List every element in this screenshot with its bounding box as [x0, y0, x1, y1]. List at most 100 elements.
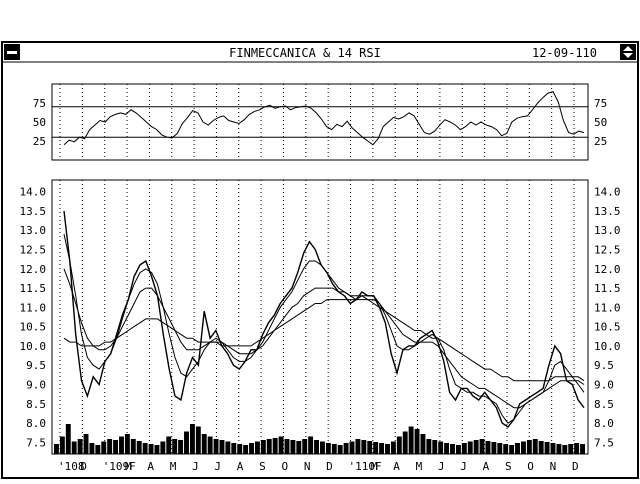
volume-bar: [574, 443, 580, 454]
volume-bar: [278, 436, 284, 454]
arrow-up-icon: [623, 46, 633, 51]
price-tick-label-left: 12.0: [20, 263, 47, 276]
rsi-grid: [52, 84, 588, 160]
price-tick-label-left: 7.5: [26, 436, 46, 449]
price-tick-label-right: 10.5: [594, 321, 621, 334]
volume-bar: [154, 445, 160, 454]
price-tick-label-left: 10.5: [20, 321, 47, 334]
x-tick-label: '109F: [103, 460, 136, 473]
volume-bar: [231, 443, 237, 454]
volume-bar: [414, 429, 420, 454]
x-tick-label: A: [483, 460, 490, 473]
volume-bar: [290, 440, 296, 454]
price-tick-label-right: 13.5: [594, 205, 621, 218]
volume-bar: [254, 441, 260, 454]
price-tick-label-right: 8.0: [594, 417, 614, 430]
volume-bar: [526, 440, 532, 454]
volume-bar: [491, 442, 497, 454]
volume-bar: [237, 444, 243, 454]
volume-bar: [515, 443, 520, 454]
x-tick-label: S: [259, 460, 266, 473]
x-tick-label: J: [460, 460, 467, 473]
volume-bar: [331, 444, 337, 454]
price-tick-label-left: 12.5: [20, 243, 47, 256]
x-tick-label: N: [304, 460, 311, 473]
x-tick-label: M: [170, 460, 177, 473]
volume-bar: [562, 445, 568, 454]
volume-bar: [556, 444, 562, 454]
volume-bar: [77, 439, 83, 454]
rsi-plot: [63, 91, 585, 146]
volume-bar: [343, 443, 349, 454]
volume-bar: [83, 434, 89, 454]
volume-bar: [367, 441, 373, 454]
volume-bar: [243, 445, 249, 454]
scroll-button-box[interactable]: [620, 44, 636, 60]
volume-bar: [444, 443, 450, 454]
x-tick-label: N: [550, 460, 557, 473]
volume-bar: [520, 441, 526, 454]
price-tick-label-left: 11.0: [20, 301, 47, 314]
volume-bar: [497, 443, 503, 454]
volume-bar: [136, 441, 142, 454]
minus-icon: [7, 51, 17, 54]
series-moving-average-medium: [63, 268, 585, 409]
scroll-button[interactable]: [620, 44, 636, 60]
volume-bar: [302, 439, 308, 454]
volume-bar: [195, 426, 201, 454]
rsi-panel-frame: [51, 83, 589, 161]
volume-bar: [396, 436, 402, 454]
window-title: FINMECCANICA & 14 RSI: [229, 46, 381, 60]
arrow-down-icon: [623, 53, 633, 58]
volume-bar: [455, 445, 461, 454]
volume-bar: [172, 439, 178, 454]
volume-bar: [402, 431, 408, 454]
volume-bar: [213, 439, 219, 454]
x-tick-label: J: [192, 460, 199, 473]
volume-bar: [59, 436, 65, 454]
volume-bar: [113, 440, 119, 454]
price-tick-label-right: 12.0: [594, 263, 621, 276]
price-tick-label-right: 7.5: [594, 436, 614, 449]
price-tick-label-left: 14.0: [20, 186, 47, 199]
rsi-tick-label-right: 25: [594, 135, 607, 148]
volume-bar: [119, 436, 124, 454]
volume-bar: [450, 444, 455, 454]
series-moving-average-short: [63, 233, 585, 424]
volume-bar: [544, 442, 550, 454]
x-tick-label: M: [416, 460, 423, 473]
volume-bar: [385, 444, 390, 454]
price-tick-label-left: 8.5: [26, 398, 46, 411]
price-tick-label-right: 9.5: [594, 359, 614, 372]
volume-bar: [189, 424, 195, 454]
volume-bar: [349, 441, 355, 454]
series-moving-average-long: [63, 299, 585, 382]
price-tick-label-right: 11.5: [594, 282, 621, 295]
volume-bar: [473, 440, 479, 454]
x-tick-label: D: [80, 460, 87, 473]
close-button[interactable]: [4, 44, 20, 60]
volume-bar: [260, 440, 266, 454]
x-tick-label: '110F: [349, 460, 382, 473]
x-tick-label: S: [505, 460, 512, 473]
x-tick-label: O: [527, 460, 534, 473]
x-tick-label: '108: [58, 460, 85, 473]
volume-plot: [54, 424, 585, 454]
price-tick-label-right: 13.0: [594, 224, 621, 237]
x-tick-label: A: [147, 460, 154, 473]
volume-bar: [426, 439, 432, 454]
price-tick-label-left: 13.0: [20, 224, 47, 237]
rsi-tick-label-right: 75: [594, 97, 607, 110]
price-tick-label-right: 8.5: [594, 398, 614, 411]
x-tick-label: J: [438, 460, 445, 473]
volume-bar: [142, 443, 148, 454]
rsi-line: [63, 91, 585, 146]
price-tick-label-left: 9.0: [26, 379, 46, 392]
volume-bar: [337, 445, 343, 454]
volume-bar: [420, 434, 426, 454]
rsi-tick-label-right: 50: [594, 116, 607, 129]
volume-bar: [124, 434, 130, 454]
price-tick-label-right: 9.0: [594, 379, 614, 392]
window-frame: [1, 41, 639, 479]
volume-bar: [438, 441, 444, 454]
